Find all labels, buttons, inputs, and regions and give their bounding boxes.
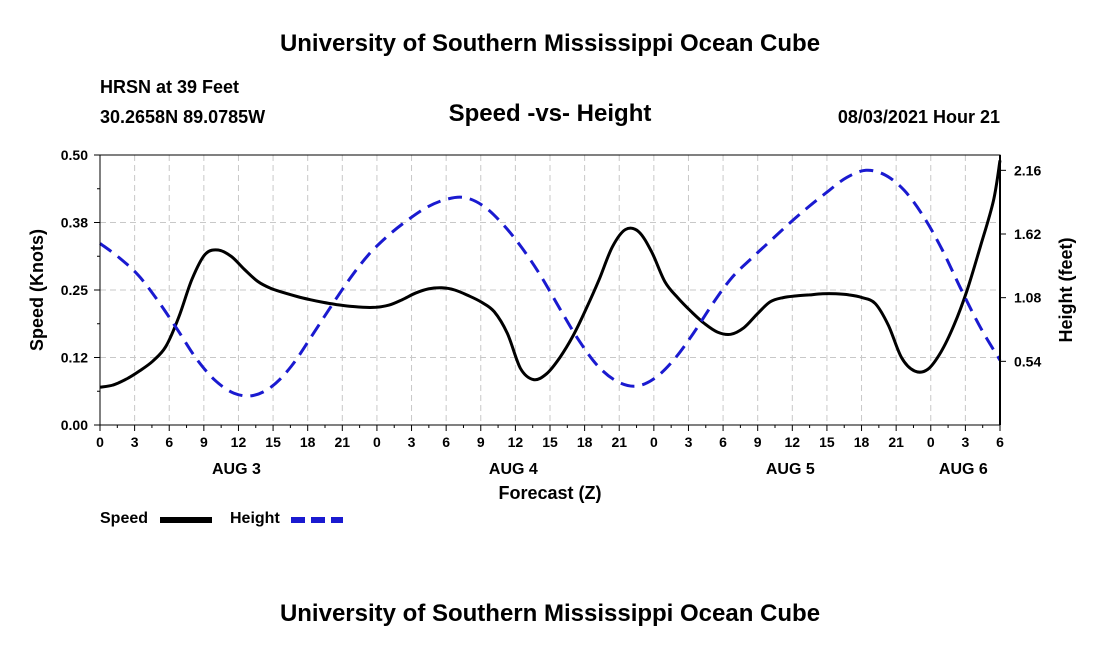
y-tick-label: 0.12 — [61, 350, 88, 366]
x-tick-label: 9 — [477, 434, 485, 450]
forecast-datetime: 08/03/2021 Hour 21 — [837, 107, 1000, 127]
x-tick-label: 6 — [719, 434, 727, 450]
x-tick-label: 3 — [685, 434, 693, 450]
legend-speed-label: Speed — [100, 510, 149, 527]
x-tick-label: 3 — [131, 434, 139, 450]
y-axis-label: Speed (Knots) — [27, 229, 47, 351]
chart-subtitle: Speed -vs- Height — [448, 100, 652, 127]
series-line-height — [99, 168, 1002, 398]
x-tick-label: 6 — [442, 434, 450, 450]
x-tick-label: 21 — [888, 434, 904, 450]
x-tick-label: 3 — [408, 434, 416, 450]
x-tick-label: 6 — [165, 434, 173, 450]
y-tick-label: 0.50 — [61, 147, 88, 163]
x-tick-label: 0 — [650, 434, 658, 450]
series-line-speed — [99, 160, 1002, 389]
x-tick-label: 9 — [200, 434, 208, 450]
x-tick-label: 18 — [300, 434, 316, 450]
x-tick-label: 21 — [335, 434, 351, 450]
legend-height-label: Height — [230, 510, 280, 527]
x-tick-label: 18 — [577, 434, 593, 450]
x-axis-label: Forecast (Z) — [498, 483, 601, 503]
x-tick-label: 18 — [854, 434, 870, 450]
station-coordinates: 30.2658N 89.0785W — [100, 107, 266, 127]
station-label: HRSN at 39 Feet — [100, 77, 240, 97]
x-tick-label: 12 — [508, 434, 524, 450]
x-tick-label: 15 — [542, 434, 558, 450]
y-right-tick-label: 1.08 — [1014, 290, 1041, 306]
x-date-label: AUG 6 — [939, 461, 988, 478]
y-tick-label: 0.00 — [61, 417, 88, 433]
x-date-label: AUG 3 — [212, 461, 261, 478]
x-tick-label: 15 — [265, 434, 281, 450]
x-tick-label: 0 — [96, 434, 104, 450]
y-tick-label: 0.38 — [61, 215, 88, 231]
x-date-label: AUG 4 — [489, 461, 538, 478]
chart-title: University of Southern Mississippi Ocean… — [279, 30, 821, 57]
x-tick-label: 21 — [611, 434, 627, 450]
x-tick-label: 12 — [231, 434, 247, 450]
x-tick-label: 0 — [927, 434, 935, 450]
x-tick-label: 0 — [373, 434, 381, 450]
x-tick-label: 15 — [819, 434, 835, 450]
y-tick-label: 0.25 — [61, 282, 88, 298]
x-tick-label: 6 — [996, 434, 1004, 450]
x-tick-label: 9 — [754, 434, 762, 450]
y-right-tick-label: 1.62 — [1014, 226, 1041, 242]
y-axis-right-label: Height (feet) — [1056, 238, 1076, 343]
x-tick-label: 3 — [961, 434, 969, 450]
footer-title: University of Southern Mississippi Ocean… — [279, 600, 821, 627]
x-tick-label: 12 — [785, 434, 801, 450]
x-date-label: AUG 5 — [766, 461, 815, 478]
y-right-tick-label: 2.16 — [1014, 162, 1041, 178]
y-right-tick-label: 0.54 — [1014, 353, 1041, 369]
